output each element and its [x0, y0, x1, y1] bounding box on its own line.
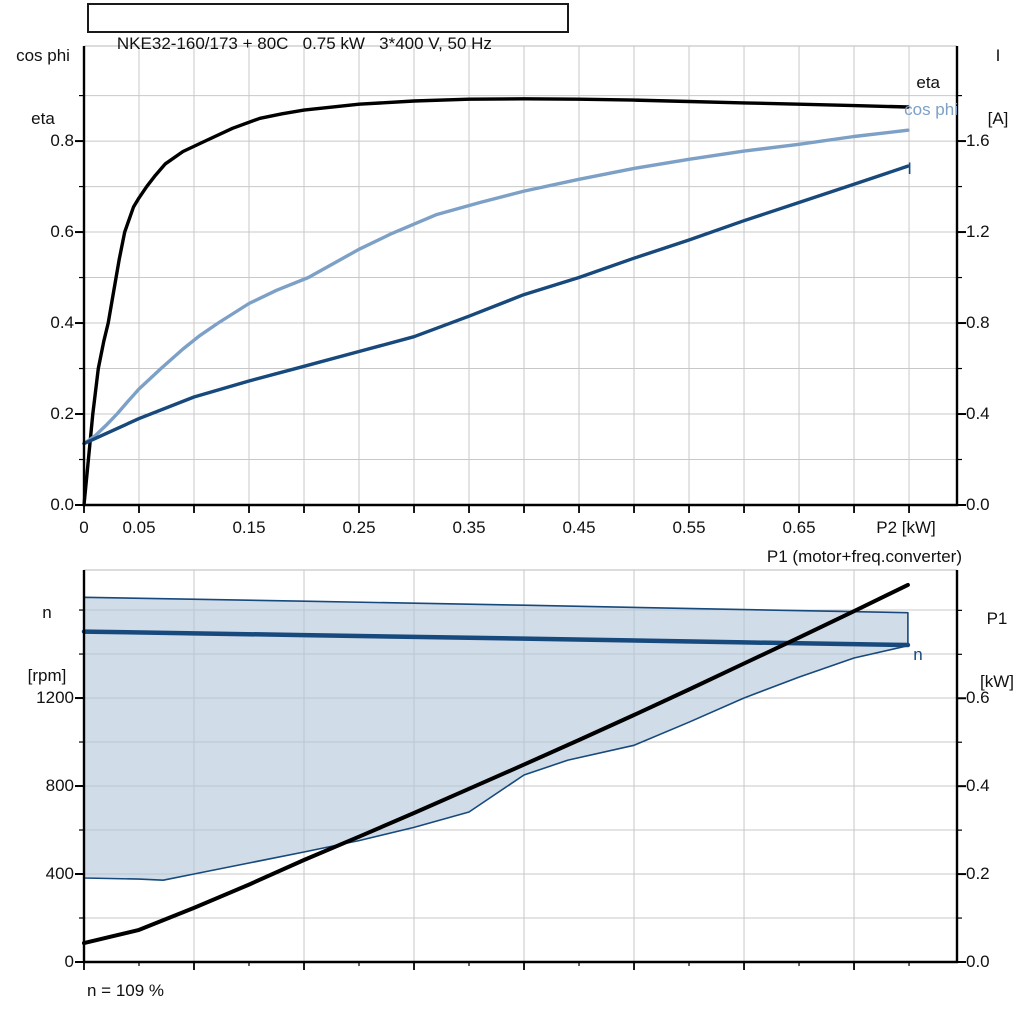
current-curve-label: I [907, 159, 912, 178]
tick-label: 0.4 [50, 313, 74, 333]
chart-title: NKE32-160/173 + 80C 0.75 kW 3*400 V, 50 … [116, 34, 492, 53]
tick-label: 0.15 [232, 518, 266, 537]
tick-label: 400 [45, 864, 74, 883]
eta-axis-label: eta [31, 109, 55, 128]
speed-axis-label: n [42, 603, 52, 622]
tick-label: 0.45 [562, 518, 596, 537]
speed-footnote: n = 109 % [87, 981, 165, 1000]
top-chart-left-axis-title: cos phi eta [6, 3, 80, 171]
bottom-chart-left-axis-title: n [rpm] [12, 560, 82, 728]
chart-title-box: NKE32-160/173 + 80C 0.75 kW 3*400 V, 50 … [87, 3, 569, 53]
tick-label: 0.2 [966, 864, 990, 884]
x-axis-title: P2 [kW] [876, 518, 936, 537]
tick-label: 0.25 [342, 518, 376, 537]
tick-label: 0.35 [452, 518, 486, 537]
tick-label: 0.05 [122, 518, 156, 537]
tick-label: 0.4 [966, 776, 990, 796]
current-unit-label: [A] [987, 109, 1009, 128]
current-axis-label: I [995, 46, 1001, 65]
tick-label: 800 [45, 776, 74, 796]
cos-phi-curve-label: cos phi [904, 100, 958, 119]
tick-label: 0 [64, 952, 74, 971]
tick-label: 0.8 [966, 313, 990, 333]
top-chart-right-axis-title: I [A] [971, 3, 1024, 171]
tick-label: 1.2 [966, 222, 990, 242]
tick-label: 0.6 [50, 222, 74, 242]
p1-unit-label: [kW] [980, 672, 1014, 691]
cos-phi-axis-label: cos phi [16, 46, 70, 65]
n-curve-label: n [913, 645, 923, 664]
tick-label: 0.0 [966, 952, 990, 971]
p1-axis-label: P1 [986, 609, 1008, 628]
tick-label: 0.6 [966, 688, 990, 708]
tick-label: 0.4 [966, 404, 990, 424]
tick-label: 1.6 [966, 131, 990, 151]
bottom-chart-right-axis-title: P1 [kW] [969, 566, 1024, 734]
tick-label: 0.55 [672, 518, 706, 537]
tick-label: 1200 [36, 688, 74, 708]
speed-unit-label: [rpm] [27, 666, 67, 685]
tick-label: 0.2 [50, 404, 74, 424]
tick-label: 0.0 [50, 495, 74, 514]
eta-curve-label: eta [916, 73, 940, 92]
p1-curve-annotation: P1 (motor+freq.converter) [766, 547, 962, 566]
tick-label: 0.8 [50, 131, 74, 151]
tick-label: 0.65 [782, 518, 816, 537]
tick-label: 0.0 [966, 495, 990, 514]
tick-label: 0 [79, 518, 89, 537]
